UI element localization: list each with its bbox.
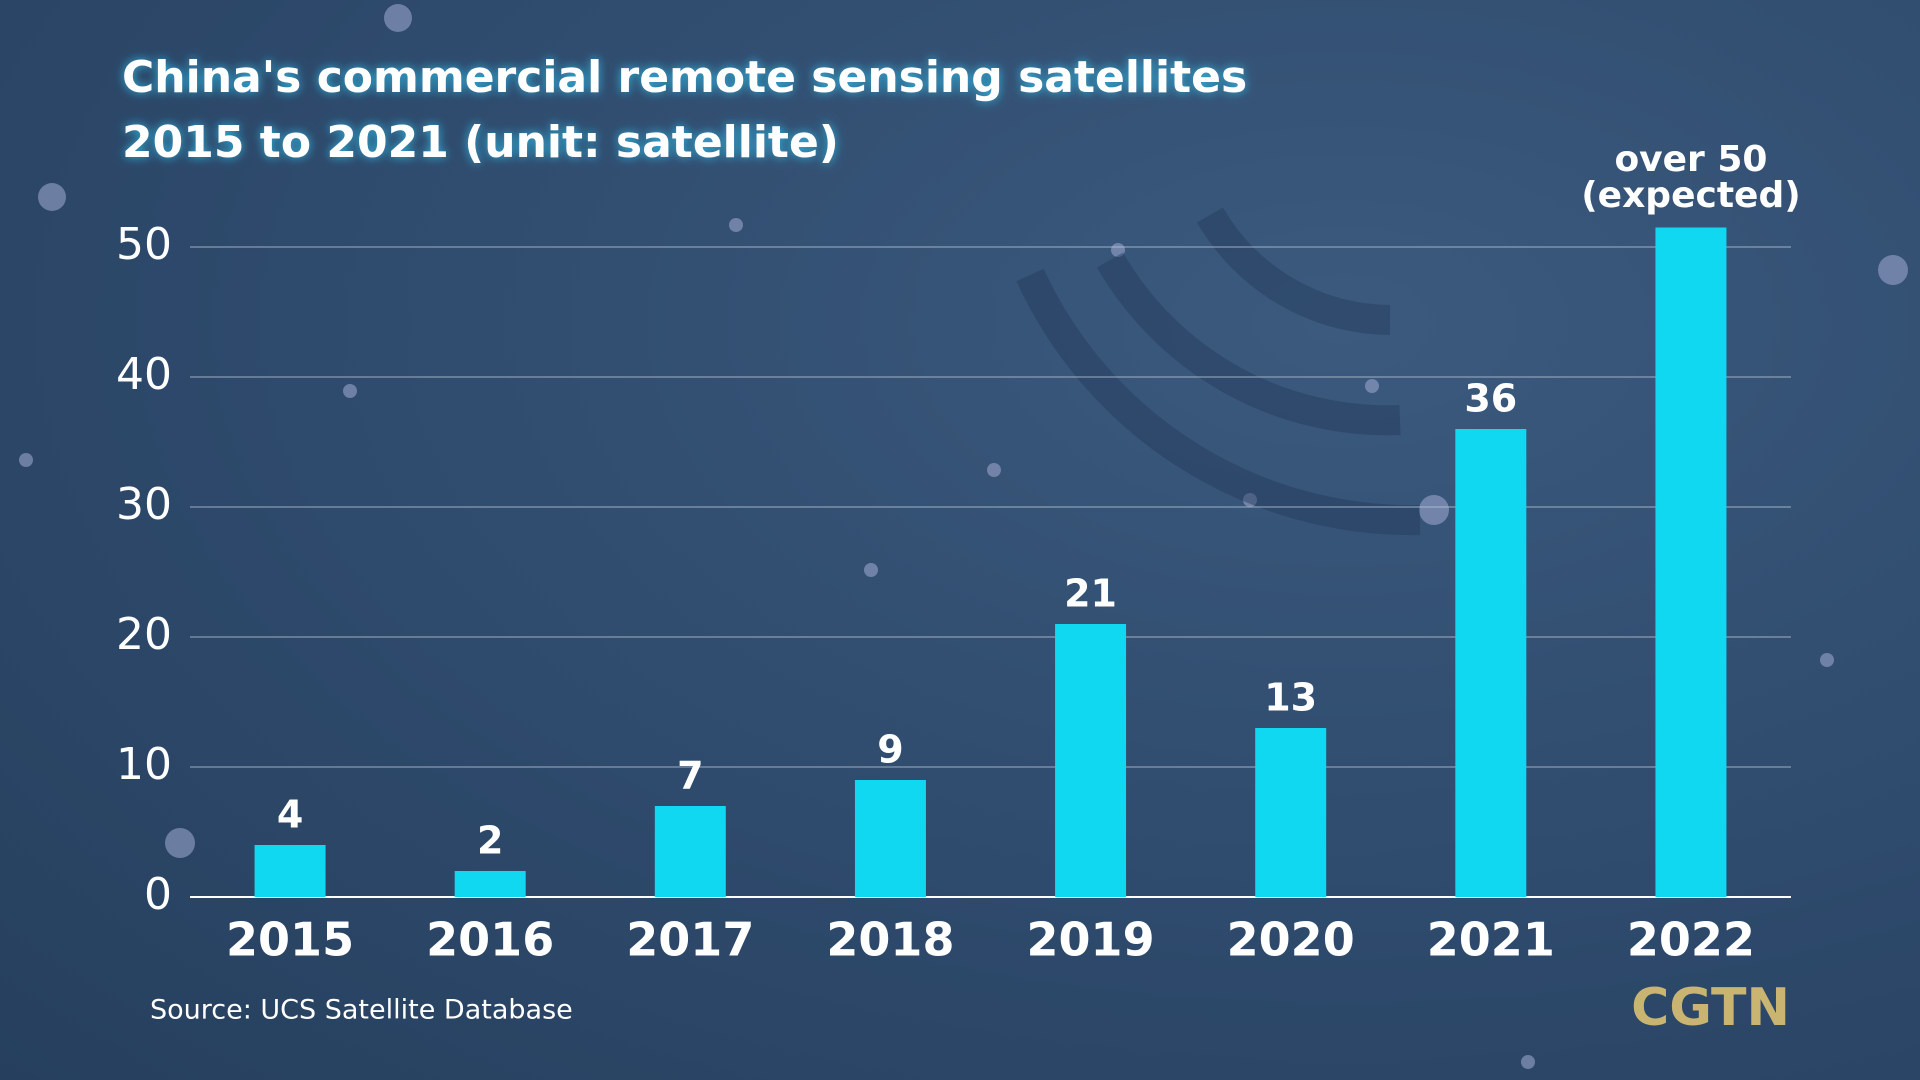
x-tick-label: 2021	[1427, 913, 1555, 967]
bar	[854, 780, 926, 897]
brand-logo: CGTN	[1631, 978, 1790, 1038]
value-label: 13	[1264, 676, 1317, 720]
x-tick-label: 2020	[1227, 913, 1355, 967]
y-tick-label: 20	[116, 609, 172, 660]
bar	[1255, 728, 1327, 897]
value-label: 21	[1064, 572, 1117, 616]
bar	[1055, 624, 1127, 897]
y-tick-label: 0	[144, 869, 172, 920]
y-tick-label: 40	[116, 349, 172, 400]
x-tick-label: 2015	[226, 913, 354, 967]
bar	[254, 845, 326, 897]
decor-arcs	[1016, 207, 1421, 536]
bar	[1655, 227, 1727, 897]
y-tick-label: 30	[116, 479, 172, 530]
x-tick-label: 2016	[426, 913, 554, 967]
value-label: 2	[477, 819, 503, 863]
chart-title: China's commercial remote sensing satell…	[122, 52, 1247, 103]
value-label: 7	[677, 754, 703, 798]
y-tick-label: 50	[116, 219, 172, 270]
y-tick-label: 10	[116, 739, 172, 790]
x-tick-label: 2022	[1627, 913, 1755, 967]
value-label: 9	[877, 728, 903, 772]
bar	[1455, 429, 1527, 897]
value-label: 36	[1464, 377, 1517, 421]
x-tick-label: 2018	[826, 913, 954, 967]
x-tick-label: 2019	[1027, 913, 1155, 967]
bar	[454, 871, 526, 897]
chart-title: 2015 to 2021 (unit: satellite)	[122, 117, 839, 168]
bar	[654, 806, 726, 897]
value-label: 4	[277, 793, 303, 837]
x-tick-label: 2017	[626, 913, 754, 967]
value-label: over 50 (expected)	[1581, 138, 1801, 216]
source: Source: UCS Satellite Database	[150, 995, 573, 1026]
decor	[19, 4, 1908, 1069]
